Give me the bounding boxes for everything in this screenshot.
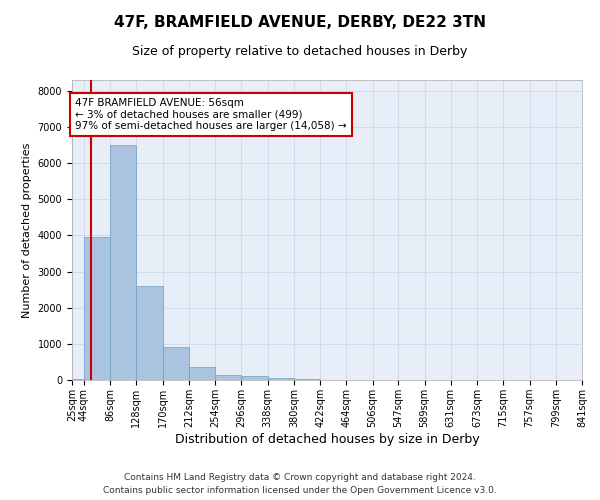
Bar: [215, 374, 241, 380]
Text: 47F BRAMFIELD AVENUE: 56sqm
← 3% of detached houses are smaller (499)
97% of sem: 47F BRAMFIELD AVENUE: 56sqm ← 3% of deta…: [75, 98, 347, 132]
Y-axis label: Number of detached properties: Number of detached properties: [22, 142, 32, 318]
Bar: [189, 366, 215, 380]
Bar: [84, 237, 110, 380]
Bar: [241, 376, 268, 380]
Bar: [110, 145, 136, 380]
Text: Contains public sector information licensed under the Open Government Licence v3: Contains public sector information licen…: [103, 486, 497, 495]
Bar: [136, 286, 163, 380]
Bar: [163, 348, 189, 380]
Text: 47F, BRAMFIELD AVENUE, DERBY, DE22 3TN: 47F, BRAMFIELD AVENUE, DERBY, DE22 3TN: [114, 15, 486, 30]
Bar: [268, 378, 294, 380]
Text: Size of property relative to detached houses in Derby: Size of property relative to detached ho…: [133, 45, 467, 58]
Text: Contains HM Land Registry data © Crown copyright and database right 2024.: Contains HM Land Registry data © Crown c…: [124, 474, 476, 482]
Bar: [72, 379, 84, 380]
X-axis label: Distribution of detached houses by size in Derby: Distribution of detached houses by size …: [175, 432, 479, 446]
